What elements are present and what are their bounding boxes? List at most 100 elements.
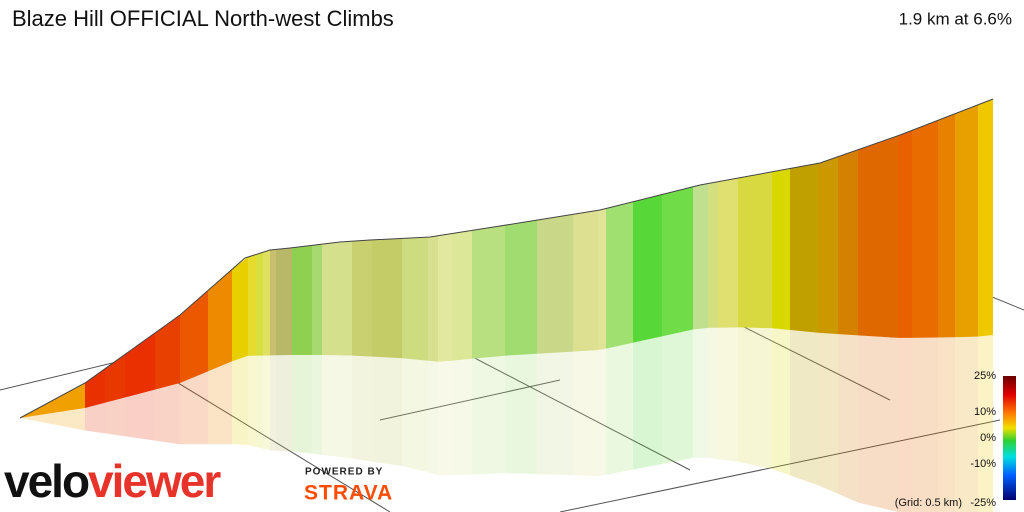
reflection-segment xyxy=(978,335,993,512)
reflection-segment xyxy=(708,327,718,460)
reflection-segment xyxy=(838,334,858,503)
reflection-segment xyxy=(718,327,738,462)
wall-segment xyxy=(402,237,428,361)
wall-segment xyxy=(472,225,505,359)
reflection-segment xyxy=(402,358,428,473)
wall-segment xyxy=(428,235,438,362)
wall-segment xyxy=(256,252,263,356)
wall-segment xyxy=(125,332,155,398)
wall-segment xyxy=(537,214,573,354)
reflection-segment xyxy=(232,355,248,445)
reflection-segment xyxy=(790,330,818,486)
reflection-segment xyxy=(125,389,155,441)
grid-line xyxy=(439,339,691,471)
wall-segment xyxy=(352,239,372,357)
wall-segment xyxy=(248,254,256,356)
scale-label: 25% xyxy=(974,370,996,382)
reflection-segment xyxy=(428,360,438,476)
reflection-segment xyxy=(606,342,633,475)
scale-label: 10% xyxy=(974,406,996,418)
profile-wall xyxy=(20,99,993,418)
reflection-segment xyxy=(322,355,352,459)
reflection-segment xyxy=(693,327,708,459)
reflection-segment xyxy=(818,332,838,494)
wall-segment xyxy=(838,149,858,336)
reflection-segment xyxy=(248,355,256,447)
wall-segment xyxy=(573,210,598,352)
reflection-segment xyxy=(438,360,452,476)
wall-segment xyxy=(263,250,270,356)
grid-line xyxy=(559,419,1001,512)
wall-segment xyxy=(938,113,955,338)
grid-note: (Grid: 0.5 km) xyxy=(895,497,962,509)
wall-segment xyxy=(633,194,662,343)
wall-segment xyxy=(772,168,790,330)
logo-velo: velo xyxy=(4,455,89,507)
wall-segment xyxy=(955,104,978,338)
reflection-segment xyxy=(312,355,322,455)
reflection-segment xyxy=(738,327,772,469)
powered-by: POWERED BY xyxy=(305,467,383,478)
wall-segment xyxy=(312,244,322,355)
wall-segment xyxy=(232,257,248,362)
gradient-scale xyxy=(1003,376,1016,500)
reflection-segment xyxy=(912,337,938,512)
reflection-segment xyxy=(938,337,955,512)
grid-line xyxy=(159,371,391,512)
reflection-segment xyxy=(573,350,598,476)
wall-segment xyxy=(858,135,898,338)
reflection-segment xyxy=(105,397,125,437)
reflection-segment xyxy=(452,358,472,476)
reflection-segment xyxy=(662,329,693,465)
wall-segment xyxy=(208,269,232,372)
wall-segment xyxy=(180,290,208,383)
logo-viewer: viewer xyxy=(88,455,221,507)
wall-segment xyxy=(438,233,452,362)
wall-segment xyxy=(105,354,125,403)
reflection-segment xyxy=(256,355,263,449)
reflection-segment xyxy=(633,336,662,470)
wall-segment xyxy=(693,183,708,330)
reflection-segment xyxy=(372,356,402,467)
scale-label: -25% xyxy=(970,497,996,509)
wall-segment xyxy=(912,120,938,338)
reflection-segment xyxy=(263,355,270,451)
wall-segment xyxy=(372,238,402,359)
wall-segment xyxy=(738,171,772,329)
summary: 1.9 km at 6.6% xyxy=(899,9,1012,28)
wall-segment xyxy=(276,247,292,356)
reflection-segment xyxy=(772,328,790,476)
wall-segment xyxy=(85,368,105,408)
wall-segment xyxy=(718,178,738,328)
reflection-segment xyxy=(505,353,537,475)
reflection-segment xyxy=(208,361,232,445)
wall-segment xyxy=(898,130,912,338)
reflection-segment xyxy=(352,355,372,462)
reflection-segment xyxy=(180,371,208,445)
strava-logo: STRAVA xyxy=(304,482,393,505)
wall-segment xyxy=(598,208,606,351)
scale-label: 0% xyxy=(980,432,996,444)
reflection-segment xyxy=(20,408,85,431)
wall-segment xyxy=(818,156,838,335)
profile-reflection xyxy=(20,327,993,512)
wall-segment xyxy=(606,201,633,349)
reflection-segment xyxy=(598,348,606,476)
title: Blaze Hill OFFICIAL North-west Climbs xyxy=(12,6,394,31)
reflection-segment xyxy=(858,335,898,512)
reflection-segment xyxy=(85,402,105,434)
wall-segment xyxy=(662,186,693,337)
wall-segment xyxy=(322,241,352,356)
reflection-segment xyxy=(955,336,978,512)
reflection-segment xyxy=(472,355,505,475)
logo-veloviewer: veloviewer xyxy=(4,455,221,507)
reflection-segment xyxy=(270,355,276,451)
reflection-segment xyxy=(292,355,312,454)
wall-segment xyxy=(978,99,993,337)
wall-segment xyxy=(452,230,472,361)
reflection-segment xyxy=(276,355,292,452)
wall-segment xyxy=(708,181,718,328)
reflection-segment xyxy=(155,383,180,445)
wall-segment xyxy=(505,220,537,356)
